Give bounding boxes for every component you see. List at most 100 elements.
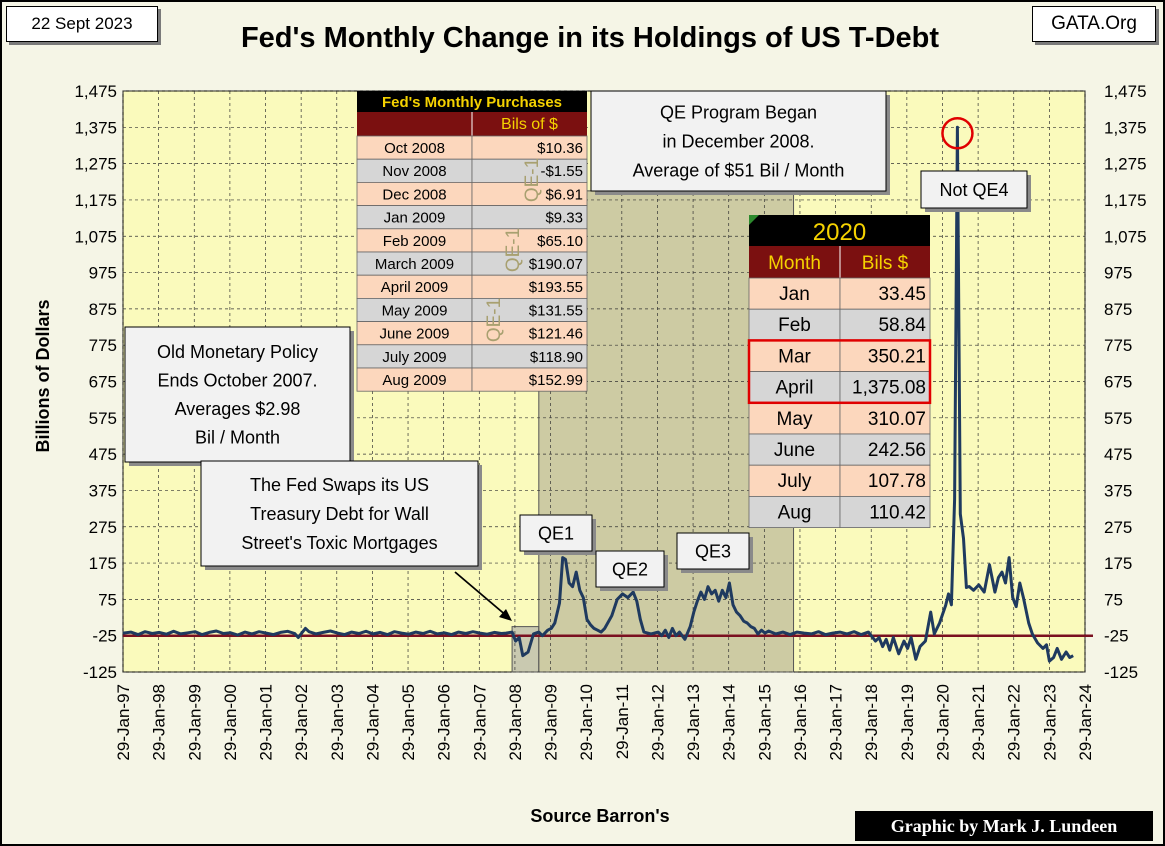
- table-2020-month: April: [775, 378, 813, 399]
- annotation-qe1-bg: [519, 514, 593, 552]
- x-tick-label: 29-Jan-16: [791, 684, 810, 761]
- annotation-qe1: QE1: [519, 514, 596, 555]
- table-2008-value: $65.10: [537, 233, 583, 250]
- y-tick-label-left: 375: [89, 481, 117, 500]
- y-tick-label-left: 575: [89, 409, 117, 428]
- x-tick-label: 29-Jan-22: [1005, 684, 1024, 761]
- table-2020-value: 1,375.08: [852, 378, 926, 399]
- table-2020-value: 110.42: [869, 502, 926, 523]
- table-2020-cell-month-bg: [748, 402, 841, 435]
- annotation-qe-program-bg: [590, 90, 887, 192]
- x-tick-label: 29-Jan-09: [542, 684, 561, 761]
- y-tick-label-left: 1,475: [74, 82, 117, 101]
- annotation-qe-program-line: in December 2008.: [662, 131, 814, 151]
- table-2020-cell-month-bg: [748, 495, 841, 528]
- y-tick-label-left: -125: [83, 663, 117, 682]
- table-2008-month: Feb 2009: [383, 233, 446, 250]
- y-tick-label-left: 275: [89, 518, 117, 537]
- table-2008-value: $9.33: [545, 210, 583, 227]
- table-2020-cell-value-bg: [839, 339, 931, 372]
- y-tick-label-right: 375: [1104, 481, 1132, 500]
- table-2008-header: Bils of $: [501, 116, 558, 133]
- table-2020-cell-month-bg: [748, 433, 841, 466]
- y-tick-label-left: 1,075: [74, 227, 117, 246]
- table-2008-value: $6.91: [545, 186, 583, 203]
- x-tick-label: 29-Jan-11: [613, 684, 632, 759]
- table-2020-value: 58.84: [878, 315, 926, 336]
- qe1-vertical-label: QE-1: [503, 228, 524, 272]
- y-tick-label-right: 475: [1104, 445, 1132, 464]
- x-tick-label: 29-Jan-08: [506, 684, 525, 761]
- x-axis-label: Source Barron's: [530, 806, 670, 826]
- swap-arrow-head: [499, 609, 512, 621]
- peak-highlight-circle: [941, 117, 974, 150]
- x-tick-label: 29-Jan-97: [114, 684, 133, 761]
- table-2020-month: July: [778, 471, 812, 492]
- annotation-qe3-bg: [676, 532, 750, 570]
- annotation-not-qe4-line: Not QE4: [939, 180, 1008, 200]
- table-2020-corner-mark: [749, 215, 759, 225]
- annotation-old-policy-line: Ends October 2007.: [157, 371, 317, 391]
- annotation-old-policy-line: Averages $2.98: [175, 399, 301, 419]
- y-axis-label: Billions of Dollars: [33, 299, 53, 452]
- x-tick-label: 29-Jan-14: [720, 684, 739, 761]
- y-tick-label-left: 1,275: [74, 155, 117, 174]
- y-tick-label-right: 1,175: [1104, 191, 1147, 210]
- table-2020: 2020 Month Bils $ Jan 33.45 Feb 58.84 Mar 350.21…: [747, 215, 932, 528]
- table-2020-value: 242.56: [868, 440, 926, 461]
- y-tick-label-right: 775: [1104, 336, 1132, 355]
- y-tick-label-right: 1,475: [1104, 82, 1147, 101]
- table-2020-title: 2020: [813, 219, 866, 246]
- table-2020-value: 310.07: [868, 409, 926, 430]
- series-line: [122, 125, 1074, 663]
- table-2008-month: June 2009: [379, 326, 449, 343]
- table-2008-value: $152.99: [529, 372, 583, 389]
- table-2008-month: April 2009: [381, 279, 449, 296]
- table-2008-month: Aug 2009: [382, 372, 446, 389]
- x-tick-label: 29-Jan-04: [363, 684, 382, 761]
- table-2020-month: Feb: [778, 315, 811, 336]
- annotation-not-qe4: Not QE4: [920, 170, 1031, 212]
- table-2020-value: 350.21: [868, 346, 926, 367]
- y-tick-label-right: 275: [1104, 518, 1132, 537]
- annotation-qe3-line: QE3: [695, 541, 731, 561]
- y-tick-label-right: 975: [1104, 264, 1132, 283]
- annotation-not-qe4-bg: [920, 170, 1028, 209]
- table-2020-cell-value-bg: [839, 495, 931, 528]
- qe1-vertical-label: QE-1: [484, 298, 505, 342]
- table-2008-value: -$1.55: [540, 163, 583, 180]
- table-2020-month: June: [774, 440, 815, 461]
- y-tick-label-right: 875: [1104, 300, 1132, 319]
- table-2008-value: $10.36: [537, 140, 583, 157]
- y-tick-label-left: 475: [89, 445, 117, 464]
- x-tick-label: 29-Jan-05: [399, 684, 418, 761]
- x-tick-label: 29-Jan-17: [827, 684, 846, 761]
- annotation-swap-bg: [200, 460, 479, 567]
- y-tick-label-right: 1,375: [1104, 118, 1147, 137]
- table-2008-value: $118.90: [530, 349, 583, 366]
- annotation-swap: The Fed Swaps its US Treasury Debt for Wa…: [200, 460, 482, 570]
- table-2020-month: May: [777, 409, 813, 430]
- y-tick-label-left: 875: [89, 300, 117, 319]
- annotation-old-policy: Old Monetary Policy Ends October 2007. Ave…: [124, 326, 354, 466]
- table-2020-cell-value-bg: [839, 433, 931, 466]
- table-2008-value: $121.46: [529, 326, 583, 343]
- x-tick-label: 29-Jan-19: [898, 684, 917, 761]
- x-tick-label: 29-Jan-21: [969, 684, 988, 761]
- table-2008-cell-value-bg: [471, 367, 588, 392]
- x-tick-label: 29-Jan-00: [221, 684, 240, 761]
- y-tick-label-right: 675: [1104, 373, 1132, 392]
- y-tick-label-right: 75: [1104, 590, 1123, 609]
- site-label: GATA.Org: [1032, 6, 1156, 42]
- y-tick-label-left: 75: [98, 590, 117, 609]
- annotation-swap-line: The Fed Swaps its US: [250, 475, 429, 495]
- annotation-qe-program-line: QE Program Began: [660, 102, 817, 122]
- table-2020-header-value: Bils $: [862, 253, 909, 274]
- x-tick-label: 29-Jan-15: [755, 684, 774, 761]
- y-tick-label-right: 1,075: [1104, 227, 1147, 246]
- x-tick-label: 29-Jan-13: [684, 684, 703, 761]
- annotation-swap-line: Street's Toxic Mortgages: [241, 533, 437, 553]
- table-2008-value: $193.55: [529, 279, 583, 296]
- annotation-qe2-line: QE2: [612, 559, 648, 579]
